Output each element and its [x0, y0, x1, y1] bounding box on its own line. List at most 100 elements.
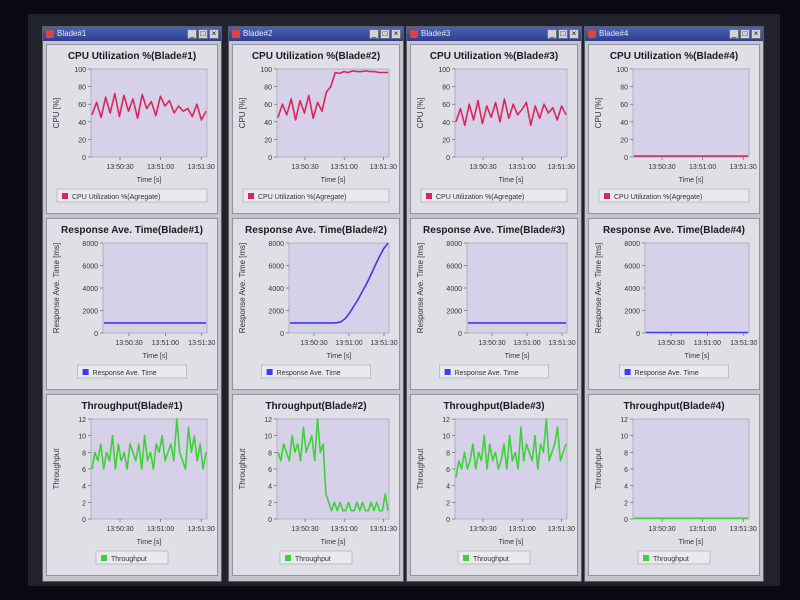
- x-axis-label: Time [s]: [679, 177, 704, 184]
- y-tick-label: 80: [78, 85, 86, 92]
- y-tick-label: 8: [268, 450, 272, 457]
- y-axis-label: Response Ave. Time [ms]: [238, 243, 247, 334]
- close-icon[interactable]: ×: [569, 29, 579, 39]
- series-line: [277, 418, 389, 512]
- close-icon[interactable]: ×: [751, 29, 761, 39]
- y-tick-label: 0: [94, 331, 98, 338]
- y-tick-label: 80: [442, 85, 450, 92]
- x-tick-label: 13:51:00: [331, 164, 358, 171]
- window-titlebar[interactable]: Blade#2 _ □ ×: [229, 27, 403, 41]
- chart-svg: Throughput(Blade#2) 0 2 4 6 8 10 12 Throughput 13…: [238, 401, 397, 565]
- y-tick-label: 0: [624, 517, 628, 524]
- y-tick-label: 10: [264, 434, 272, 441]
- series-line: [277, 69, 388, 121]
- y-tick-label: 100: [616, 67, 628, 74]
- y-tick-label: 2000: [82, 309, 98, 316]
- series-line: [455, 98, 567, 127]
- y-tick-label: 60: [620, 102, 628, 109]
- window-titlebar[interactable]: Blade#3 _ □ ×: [407, 27, 581, 41]
- maximize-icon[interactable]: □: [380, 29, 390, 39]
- x-tick-label: 13:50:30: [291, 164, 318, 171]
- legend-label: Response Ave. Time: [635, 370, 699, 377]
- chart-cpu-blade-1: CPU Utilization %(Blade#1) 0 20 40 60 80 100 CP…: [46, 44, 218, 214]
- legend-box: [598, 188, 750, 203]
- y-tick-label: 6000: [446, 264, 462, 271]
- y-axis-label: CPU [%]: [52, 98, 61, 129]
- x-tick-label: 13:51:00: [694, 340, 721, 347]
- window-title: Blade#1: [57, 29, 87, 38]
- chart-throughput-blade-3: Throughput(Blade#3) 0 2 4 6 8 10 12 Throughput 13…: [410, 394, 578, 576]
- y-tick-label: 60: [442, 102, 450, 109]
- y-tick-label: 6000: [624, 264, 640, 271]
- x-axis-label: Time [s]: [321, 177, 346, 184]
- plot-area: [632, 68, 750, 158]
- legend-label: Response Ave. Time: [277, 370, 341, 377]
- y-tick-label: 4000: [624, 286, 640, 293]
- y-axis-label: Throughput: [238, 448, 247, 490]
- x-tick-label: 13:51:00: [509, 164, 536, 171]
- x-tick-label: 13:51:00: [689, 526, 716, 533]
- x-tick-label: 13:51:00: [147, 164, 174, 171]
- x-tick-label: 13:50:30: [469, 164, 496, 171]
- legend-box: [439, 364, 549, 379]
- y-axis-label: CPU [%]: [238, 98, 247, 129]
- y-tick-label: 6: [624, 467, 628, 474]
- legend-label: Response Ave. Time: [93, 370, 157, 377]
- chart-response-blade-4: Response Ave. Time(Blade#4) 0 2000 4000 6000…: [588, 218, 760, 390]
- legend-box: [619, 364, 729, 379]
- maximize-icon[interactable]: □: [740, 29, 750, 39]
- minimize-icon[interactable]: _: [369, 29, 379, 39]
- y-axis-label: Throughput: [416, 448, 425, 490]
- legend-box: [637, 550, 711, 565]
- legend-box: [420, 188, 568, 203]
- y-tick-label: 0: [446, 155, 450, 162]
- window-titlebar[interactable]: Blade#1 _ □ ×: [43, 27, 221, 41]
- window-titlebar[interactable]: Blade#4 _ □ ×: [585, 27, 763, 41]
- monitor-screen: Blade#1 _ □ × Blade#2 _ □ × Blade#3 _ □: [28, 14, 780, 586]
- chart-svg: Response Ave. Time(Blade#3) 0 2000 4000 6000…: [416, 225, 576, 379]
- x-tick-label: 13:51:30: [548, 526, 575, 533]
- y-tick-label: 10: [620, 434, 628, 441]
- chart-svg: CPU Utilization %(Blade#2) 0 20 40 60 80 100 CP…: [238, 51, 397, 203]
- close-icon[interactable]: ×: [391, 29, 401, 39]
- legend-label: CPU Utilization %(Agregate): [72, 194, 160, 201]
- maximize-icon[interactable]: □: [198, 29, 208, 39]
- legend-label: CPU Utilization %(Agregate): [436, 194, 524, 201]
- legend-swatch: [248, 193, 254, 199]
- minimize-icon[interactable]: _: [547, 29, 557, 39]
- y-tick-label: 6000: [82, 264, 98, 271]
- close-icon[interactable]: ×: [209, 29, 219, 39]
- x-tick-label: 13:51:00: [147, 526, 174, 533]
- app-icon: [588, 30, 596, 38]
- legend-swatch: [643, 555, 649, 561]
- y-tick-label: 10: [442, 434, 450, 441]
- y-tick-label: 80: [264, 85, 272, 92]
- x-tick-label: 13:51:30: [370, 340, 397, 347]
- y-tick-label: 100: [74, 67, 86, 74]
- y-tick-label: 2000: [268, 309, 284, 316]
- y-tick-label: 4000: [82, 286, 98, 293]
- x-axis-label: Time [s]: [137, 539, 162, 546]
- y-tick-label: 4: [624, 484, 628, 491]
- x-tick-label: 13:51:00: [513, 340, 540, 347]
- chart-title: Response Ave. Time(Blade#3): [423, 225, 565, 236]
- legend-box: [56, 188, 208, 203]
- app-icon: [46, 30, 54, 38]
- chart-cpu-blade-4: CPU Utilization %(Blade#4) 0 20 40 60 80 100 CP…: [588, 44, 760, 214]
- x-tick-label: 13:51:00: [689, 164, 716, 171]
- legend-box: [242, 188, 390, 203]
- legend-label: Throughput: [111, 556, 147, 563]
- legend-swatch: [426, 193, 432, 199]
- x-axis-label: Time [s]: [499, 177, 524, 184]
- minimize-icon[interactable]: _: [729, 29, 739, 39]
- chart-svg: Throughput(Blade#4) 0 2 4 6 8 10 12 Throughput 13…: [594, 401, 757, 565]
- y-tick-label: 8: [446, 450, 450, 457]
- minimize-icon[interactable]: _: [187, 29, 197, 39]
- x-tick-label: 13:51:30: [370, 526, 397, 533]
- chart-svg: CPU Utilization %(Blade#1) 0 20 40 60 80 100 CP…: [52, 51, 215, 203]
- maximize-icon[interactable]: □: [558, 29, 568, 39]
- chart-svg: Response Ave. Time(Blade#1) 0 2000 4000 6000…: [52, 225, 216, 379]
- y-tick-label: 20: [78, 137, 86, 144]
- chart-throughput-blade-1: Throughput(Blade#1) 0 2 4 6 8 10 12 Throughput 13…: [46, 394, 218, 576]
- chart-title: Response Ave. Time(Blade#4): [603, 225, 745, 236]
